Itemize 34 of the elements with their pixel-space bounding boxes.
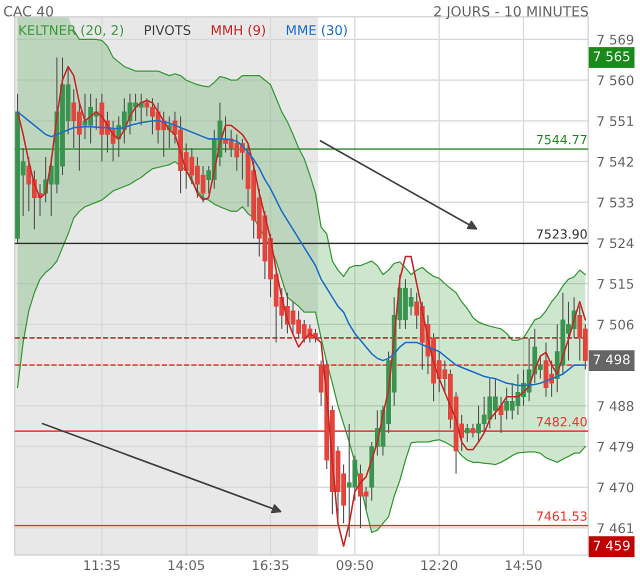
text: MMH (9) bbox=[212, 24, 265, 37]
text: MME (30) bbox=[286, 24, 347, 37]
y-tick-label: 7 488 bbox=[598, 401, 634, 411]
y-tick-label: 7 533 bbox=[598, 197, 634, 208]
chart-subtitle: 2 JOURS - 10 MINUTES bbox=[434, 6, 588, 20]
y-tick-label: 7 506 bbox=[598, 320, 634, 330]
y-tick-label: 7 560 bbox=[598, 75, 634, 86]
y-tick-label: 7 569 bbox=[598, 34, 634, 45]
candlestick bbox=[464, 423, 470, 443]
y-tick-label: 7 542 bbox=[598, 156, 633, 167]
y-tick-label: 7 524 bbox=[598, 238, 634, 248]
series-label: KELTNER (20, 2) bbox=[19, 24, 124, 37]
y-tick-label: 7 551 bbox=[598, 116, 634, 126]
text: 7 459 bbox=[594, 540, 630, 551]
ref-line-label: 7461.53 bbox=[536, 511, 587, 521]
x-tick-label: 14:05 bbox=[168, 560, 204, 570]
x-tick-label: 11:35 bbox=[84, 560, 120, 570]
x-tick-label: 16:35 bbox=[252, 560, 288, 570]
x-tick-label: 14:50 bbox=[506, 560, 542, 570]
x-tick-label: 09:50 bbox=[336, 560, 373, 570]
ref-line-label: 7482.40 bbox=[536, 416, 587, 426]
candlestick bbox=[470, 423, 476, 438]
x-tick-label: 12:20 bbox=[422, 560, 458, 570]
candlestick bbox=[498, 396, 504, 434]
text: 7 498 bbox=[594, 354, 630, 364]
y-tick-label: 7 461 bbox=[598, 523, 634, 534]
ref-line-label: 7544.77 bbox=[536, 135, 587, 144]
ref-line-label: 7523.90 bbox=[536, 229, 587, 239]
y-tick-label: 7 515 bbox=[598, 279, 634, 289]
y-tick-label: 7 470 bbox=[598, 482, 634, 492]
text: 7 565 bbox=[594, 51, 630, 62]
annotation: PIVOTS bbox=[144, 25, 190, 36]
chart-title: CAC 40 bbox=[4, 6, 54, 17]
y-tick-label: 7 479 bbox=[598, 442, 634, 452]
